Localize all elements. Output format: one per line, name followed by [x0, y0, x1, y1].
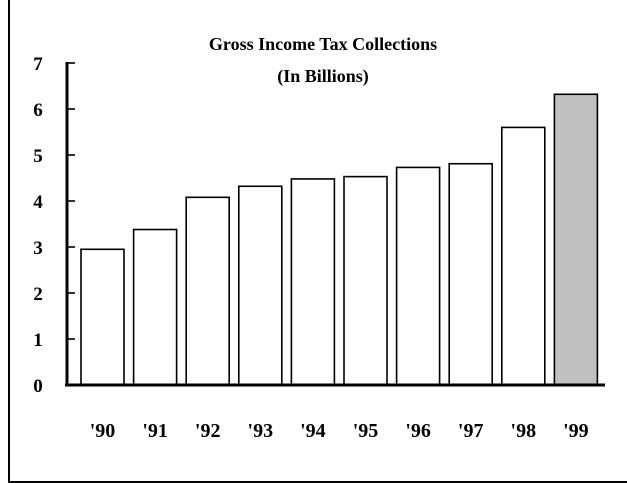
bar-4 — [238, 185, 283, 386]
y-tick-label-2: 2 — [33, 284, 43, 305]
y-tick-label-0: 0 — [33, 376, 43, 397]
bar-9 — [500, 126, 546, 386]
y-tick-label-1: 1 — [33, 330, 43, 351]
x-tick-label-7: '96 — [405, 420, 431, 442]
x-tick-label-9: '98 — [511, 420, 537, 442]
y-axis — [65, 62, 75, 386]
x-tick-label-2: '91 — [142, 420, 168, 442]
x-tick-label-4: '93 — [248, 420, 274, 442]
x-tick-label-8: '97 — [458, 420, 484, 442]
x-tick-label-5: '94 — [300, 420, 326, 442]
y-tick-label-7: 7 — [33, 54, 43, 75]
bar-7 — [395, 166, 441, 386]
chart-subtitle: (In Billions) — [277, 66, 369, 87]
bar-1 — [80, 248, 125, 386]
x-tick-labels: '90 '91 '92 '93 '94 '95 '96 '97 '98 '99 — [90, 420, 589, 442]
chart-title: Gross Income Tax Collections — [209, 34, 437, 54]
y-tick-label-6: 6 — [33, 100, 43, 121]
bar-6 — [343, 175, 388, 386]
y-tick-label-5: 5 — [33, 146, 43, 167]
x-tick-label-6: '95 — [353, 420, 379, 442]
y-tick-label-3: 3 — [33, 238, 43, 259]
bar-2 — [132, 228, 178, 386]
x-tick-label-10: '99 — [563, 420, 589, 442]
bar-5 — [290, 178, 336, 386]
y-tick-labels: 0 1 2 3 4 5 6 7 — [33, 54, 43, 397]
x-tick-label-1: '90 — [90, 420, 116, 442]
bar-8 — [448, 162, 494, 386]
y-tick-label-4: 4 — [33, 192, 43, 213]
bar-3 — [185, 196, 230, 386]
x-tick-label-3: '92 — [195, 420, 221, 442]
bars-group — [80, 93, 599, 386]
bar-10 — [553, 93, 599, 386]
